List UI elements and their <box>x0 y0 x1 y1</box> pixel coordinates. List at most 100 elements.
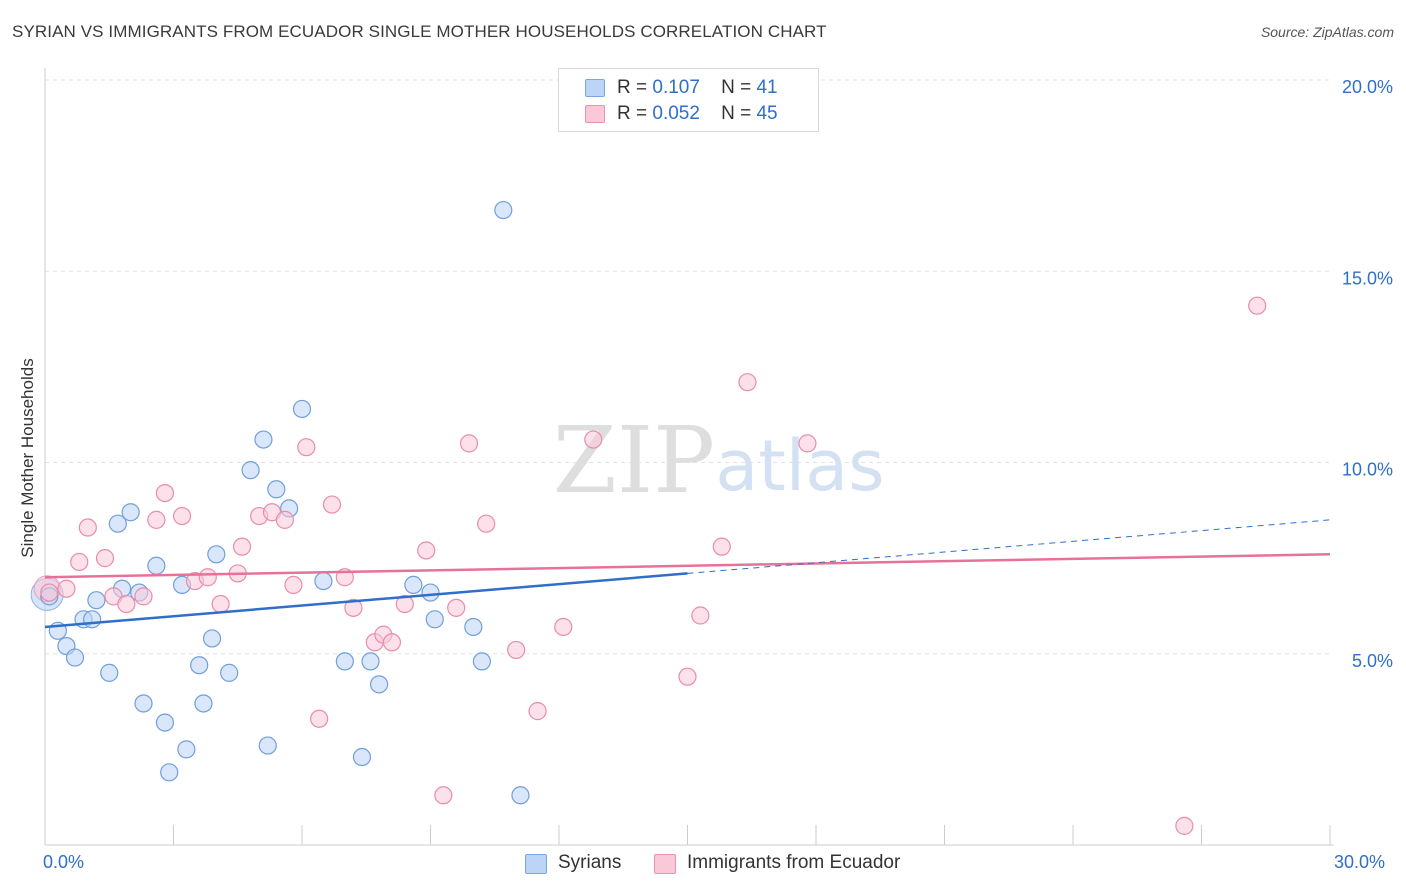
data-point-ecuador <box>477 514 496 533</box>
y-axis-label: Single Mother Households <box>18 358 37 558</box>
y-tick-label: 20.0% <box>1342 77 1393 97</box>
data-point-ecuador <box>459 434 479 453</box>
chart-title: SYRIAN VS IMMIGRANTS FROM ECUADOR SINGLE… <box>12 22 827 41</box>
legend-r-label: R = <box>617 103 648 124</box>
data-point-syrians <box>258 736 277 755</box>
legend-r-value: 0.107 <box>652 77 700 98</box>
stats-legend: R = 0.107 N = 41 R = 0.052 N = 45 <box>558 68 819 132</box>
data-point-syrians <box>83 610 102 629</box>
legend-swatch-ecuador <box>654 854 676 874</box>
series-legend: Syrians Immigrants from Ecuador <box>0 852 1406 878</box>
data-point-ecuador <box>70 552 89 572</box>
data-point-syrians <box>361 652 380 671</box>
legend-swatch-syrians <box>585 79 605 97</box>
data-point-ecuador <box>1248 296 1267 315</box>
data-points <box>30 200 1267 835</box>
data-point-syrians <box>494 200 513 220</box>
data-point-syrians <box>160 763 179 782</box>
data-point-ecuador <box>691 606 710 625</box>
data-point-ecuador <box>798 434 817 453</box>
data-point-ecuador <box>344 598 363 617</box>
data-point-ecuador <box>417 541 436 560</box>
legend-n-value: 45 <box>756 103 778 124</box>
y-tick-label: 15.0% <box>1342 268 1393 288</box>
data-point-ecuador <box>322 495 342 514</box>
data-point-ecuador <box>275 510 294 529</box>
data-point-syrians <box>472 652 491 671</box>
data-point-syrians <box>190 656 209 675</box>
legend-label-syrians: Syrians <box>558 852 622 873</box>
watermark-atlas: atlas <box>715 425 884 507</box>
data-point-syrians <box>352 747 372 767</box>
data-point-syrians <box>254 430 273 449</box>
legend-swatch-syrians <box>525 854 547 874</box>
trend-line-syrians-extension <box>687 519 1331 574</box>
data-point-syrians <box>87 591 106 610</box>
trend-line-ecuador <box>44 553 1331 579</box>
data-point-syrians <box>421 583 440 602</box>
data-point-ecuador <box>172 506 192 526</box>
data-point-ecuador <box>232 537 252 556</box>
data-point-ecuador <box>507 640 526 660</box>
y-tick-label: 5.0% <box>1352 651 1393 671</box>
data-point-ecuador <box>40 583 59 602</box>
legend-r-value: 0.052 <box>652 103 700 124</box>
legend-n-label: N = <box>721 77 752 98</box>
trend-lines <box>44 519 1331 629</box>
x-tick-label-min: 0.0% <box>43 852 85 872</box>
y-tick-labels: 5.0% 10.0% 15.0% 20.0% <box>1342 77 1393 671</box>
data-point-syrians <box>147 556 166 575</box>
data-point-syrians <box>335 652 354 671</box>
data-point-syrians <box>314 571 333 591</box>
data-point-ecuador <box>395 594 414 614</box>
watermark: ZIP atlas <box>553 407 885 514</box>
legend-n-label: N = <box>721 103 752 124</box>
data-point-ecuador <box>554 617 573 637</box>
data-point-ecuador <box>284 575 303 595</box>
data-point-syrians <box>121 503 140 522</box>
data-point-syrians <box>100 663 119 682</box>
data-point-syrians <box>292 399 312 419</box>
data-point-ecuador <box>147 510 166 529</box>
data-point-ecuador <box>712 537 731 556</box>
data-point-syrians <box>220 663 239 682</box>
data-point-syrians <box>425 610 444 629</box>
x-tick-label-max: 30.0% <box>1334 852 1386 872</box>
data-point-syrians <box>65 648 85 667</box>
legend-stats-ecuador: R = 0.052 N = 45 <box>617 103 778 125</box>
data-point-ecuador <box>155 484 175 503</box>
trend-line-syrians <box>44 572 688 629</box>
data-point-syrians <box>370 675 389 694</box>
data-point-ecuador <box>211 594 230 614</box>
data-point-syrians <box>464 617 483 637</box>
legend-r-label: R = <box>617 77 648 98</box>
data-point-syrians <box>155 713 175 732</box>
legend-stats-syrians: R = 0.107 N = 41 <box>617 77 778 99</box>
data-point-syrians <box>241 461 260 480</box>
data-point-ecuador <box>134 587 153 606</box>
data-point-ecuador <box>447 598 466 617</box>
legend-n-value: 41 <box>756 77 778 98</box>
watermark-zip: ZIP <box>553 407 715 514</box>
data-point-ecuador <box>310 709 329 728</box>
legend-label-ecuador: Immigrants from Ecuador <box>687 852 901 873</box>
data-point-syrians <box>511 786 530 805</box>
data-point-ecuador <box>584 430 603 449</box>
y-tick-label: 10.0% <box>1342 460 1393 480</box>
data-point-syrians <box>108 514 127 533</box>
data-point-ecuador <box>95 549 115 568</box>
data-point-ecuador <box>678 667 697 686</box>
data-point-ecuador <box>198 568 217 587</box>
data-point-syrians <box>207 545 226 564</box>
data-point-ecuador <box>117 594 136 614</box>
data-point-ecuador <box>1175 816 1194 835</box>
data-point-syrians <box>134 694 153 713</box>
data-point-ecuador <box>382 633 402 652</box>
data-point-syrians <box>177 740 196 759</box>
axes <box>44 68 1334 846</box>
data-point-ecuador <box>297 438 316 457</box>
data-point-ecuador <box>528 702 547 721</box>
data-point-ecuador <box>78 518 97 537</box>
source-label: Source: ZipAtlas.com <box>1260 24 1394 40</box>
